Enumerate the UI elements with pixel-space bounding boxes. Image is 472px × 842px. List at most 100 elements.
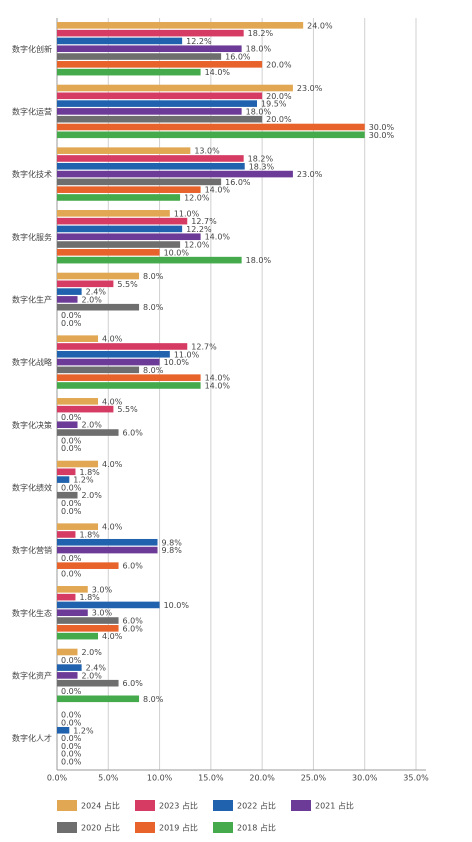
bar xyxy=(57,562,119,569)
bar xyxy=(57,170,293,178)
value-label: 12.0% xyxy=(184,193,210,202)
bar xyxy=(57,421,78,429)
value-label: 0.0% xyxy=(61,757,82,766)
bar xyxy=(57,617,119,624)
value-label: 14.0% xyxy=(205,186,231,195)
value-label: 30.0% xyxy=(369,123,395,132)
value-label: 1.8% xyxy=(79,468,100,477)
bar xyxy=(57,272,140,280)
value-label: 16.0% xyxy=(225,178,251,187)
bar xyxy=(57,586,88,593)
value-label: 1.2% xyxy=(73,726,94,735)
value-label: 0.0% xyxy=(61,656,82,665)
value-label: 5.5% xyxy=(117,405,138,414)
y-tick-label: 数字化服务 xyxy=(12,232,52,242)
value-label: 0.0% xyxy=(61,319,82,328)
bar xyxy=(57,217,188,225)
value-label: 4.0% xyxy=(102,460,123,469)
value-label: 4.0% xyxy=(102,523,123,532)
bar xyxy=(57,398,99,405)
value-label: 18.0% xyxy=(246,256,272,265)
value-label: 1.8% xyxy=(79,530,100,539)
x-tick-label: 35.0% xyxy=(403,774,429,783)
value-label: 0.0% xyxy=(61,569,82,578)
value-label: 8.0% xyxy=(143,695,164,704)
value-label: 14.0% xyxy=(205,68,231,77)
value-label: 2.4% xyxy=(86,288,107,297)
legend-swatch xyxy=(213,822,233,833)
legend-label: 2018 占比 xyxy=(237,823,276,833)
bar xyxy=(57,115,263,123)
value-label: 18.3% xyxy=(249,162,275,171)
value-label: 12.2% xyxy=(186,37,212,46)
value-label: 0.0% xyxy=(61,742,82,751)
value-label: 11.0% xyxy=(174,209,200,218)
value-label: 6.0% xyxy=(123,562,144,571)
bar xyxy=(57,460,99,468)
value-label: 19.5% xyxy=(261,100,287,109)
bar xyxy=(57,162,245,170)
bar xyxy=(57,382,201,389)
bar xyxy=(57,61,263,68)
y-tick-label: 数字化技术 xyxy=(12,169,52,179)
bar xyxy=(57,726,70,734)
bar xyxy=(57,53,222,60)
bar xyxy=(57,695,140,703)
y-tick-label: 数字化运营 xyxy=(12,107,52,117)
value-label: 10.0% xyxy=(164,358,190,367)
bar xyxy=(57,155,244,162)
value-label: 20.0% xyxy=(266,92,292,101)
bar xyxy=(57,233,201,241)
bar xyxy=(57,523,99,530)
bar xyxy=(57,538,158,546)
x-tick-label: 20.0% xyxy=(249,774,275,783)
bar xyxy=(57,366,140,374)
value-label: 12.7% xyxy=(191,217,217,226)
bar xyxy=(57,358,160,366)
value-label: 0.0% xyxy=(61,711,82,720)
value-label: 5.5% xyxy=(117,280,138,289)
value-label: 0.0% xyxy=(61,734,82,743)
bar xyxy=(57,664,82,671)
value-label: 4.0% xyxy=(102,632,123,641)
value-label: 24.0% xyxy=(307,21,333,30)
bar xyxy=(57,241,181,248)
y-tick-label: 数字化生产 xyxy=(12,295,52,305)
y-tick-label: 数字化战略 xyxy=(12,357,52,367)
legend-swatch xyxy=(57,822,77,833)
value-label: 0.0% xyxy=(61,413,82,422)
value-label: 6.0% xyxy=(123,624,144,633)
value-label: 14.0% xyxy=(205,374,231,383)
bar xyxy=(57,123,365,131)
value-label: 18.0% xyxy=(246,107,272,116)
value-label: 3.0% xyxy=(92,609,113,618)
value-label: 8.0% xyxy=(143,366,164,375)
value-label: 18.2% xyxy=(248,29,274,38)
legend-swatch xyxy=(213,800,233,811)
bar xyxy=(57,491,78,499)
value-label: 9.8% xyxy=(162,546,183,555)
value-label: 18.2% xyxy=(248,154,274,163)
bar xyxy=(57,303,140,311)
value-label: 1.2% xyxy=(73,476,94,485)
value-label: 1.8% xyxy=(79,593,100,602)
bar xyxy=(57,194,181,201)
bar xyxy=(57,84,293,92)
value-label: 18.0% xyxy=(246,45,272,54)
bar xyxy=(57,68,201,76)
legend-label: 2020 占比 xyxy=(81,823,120,833)
x-tick-label: 0.0% xyxy=(47,774,68,783)
legend-swatch xyxy=(135,800,155,811)
x-tick-label: 10.0% xyxy=(147,774,173,783)
value-label: 20.0% xyxy=(266,115,292,124)
bar xyxy=(57,186,201,193)
bar xyxy=(57,343,188,350)
x-tick-label: 5.0% xyxy=(98,774,119,783)
value-label: 16.0% xyxy=(225,53,251,62)
value-label: 0.0% xyxy=(61,718,82,727)
legend-label: 2019 占比 xyxy=(159,823,198,833)
value-label: 0.0% xyxy=(61,507,82,516)
bar xyxy=(57,108,242,115)
value-label: 14.0% xyxy=(205,381,231,390)
